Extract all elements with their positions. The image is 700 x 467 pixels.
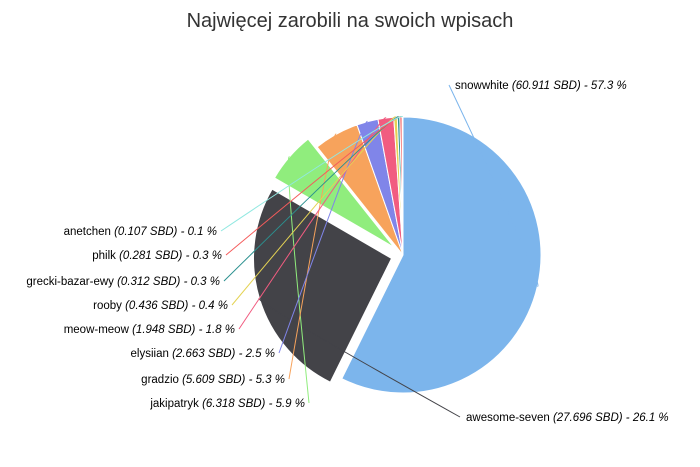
label-value: (60.911 SBD) - 57.3 %	[512, 80, 627, 92]
connector-jakipatryk	[287, 156, 310, 404]
data-label-jakipatryk: jakipatryk (6.318 SBD) - 5.9 %	[149, 398, 305, 410]
connector-awesome-seven	[258, 297, 461, 418]
connector-rooby	[231, 116, 397, 306]
label-value: (27.696 SBD) - 26.1 %	[553, 412, 669, 424]
label-value: (5.609 SBD) - 5.3 %	[182, 374, 285, 386]
label-name: gradzio	[141, 374, 182, 386]
label-value: (0.312 SBD) - 0.3 %	[117, 276, 220, 288]
label-name: elysiian	[131, 348, 173, 360]
data-label-philk: philk (0.281 SBD) - 0.3 %	[92, 250, 222, 262]
label-name: grecki-bazar-ewy	[26, 276, 117, 288]
label-name: anetchen	[64, 226, 115, 238]
data-label-anetchen: anetchen (0.107 SBD) - 0.1 %	[64, 226, 217, 238]
connector-elysiian	[278, 121, 368, 354]
label-value: (0.107 SBD) - 0.1 %	[114, 226, 217, 238]
data-label-rooby: rooby (0.436 SBD) - 0.4 %	[93, 300, 228, 312]
label-name: awesome-seven	[466, 412, 553, 424]
pie-slice-jakipatryk[interactable]	[273, 138, 395, 248]
pie-slices	[253, 116, 542, 394]
label-value: (0.281 SBD) - 0.3 %	[119, 250, 222, 262]
label-name: philk	[92, 250, 119, 262]
connector-snowwhite	[448, 84, 539, 287]
label-name: meow-meow	[64, 324, 132, 336]
label-value: (6.318 SBD) - 5.9 %	[202, 398, 305, 410]
connector-gradzio	[288, 133, 337, 380]
data-label-elysiian: elysiian (2.663 SBD) - 2.5 %	[131, 348, 275, 360]
data-label-gradzio: gradzio (5.609 SBD) - 5.3 %	[141, 374, 285, 386]
data-label-awesome-seven: awesome-seven (27.696 SBD) - 26.1 %	[466, 412, 669, 424]
data-labels: snowwhite (60.911 SBD) - 57.3 % awesome-s…	[26, 80, 668, 424]
connector-anetchen	[220, 116, 404, 232]
label-name: snowwhite	[455, 80, 512, 92]
label-value: (2.663 SBD) - 2.5 %	[172, 348, 275, 360]
pie-slice-anetchen[interactable]	[401, 116, 404, 256]
label-value: (1.948 SBD) - 1.8 %	[132, 324, 235, 336]
data-label-snowwhite: snowwhite (60.911 SBD) - 57.3 %	[455, 80, 627, 92]
chart-title: Najwięcej zarobili na swoich wpisach	[187, 10, 514, 32]
label-name: jakipatryk	[149, 398, 202, 410]
connector-grecki-bazar-ewy	[223, 116, 400, 282]
label-name: rooby	[93, 300, 125, 312]
data-label-meow-meow: meow-meow (1.948 SBD) - 1.8 %	[64, 324, 235, 336]
data-label-grecki-bazar-ewy: grecki-bazar-ewy (0.312 SBD) - 0.3 %	[26, 276, 220, 288]
label-connectors	[220, 84, 539, 418]
label-value: (0.436 SBD) - 0.4 %	[125, 300, 228, 312]
pie-slice-snowwhite[interactable]	[341, 116, 542, 394]
